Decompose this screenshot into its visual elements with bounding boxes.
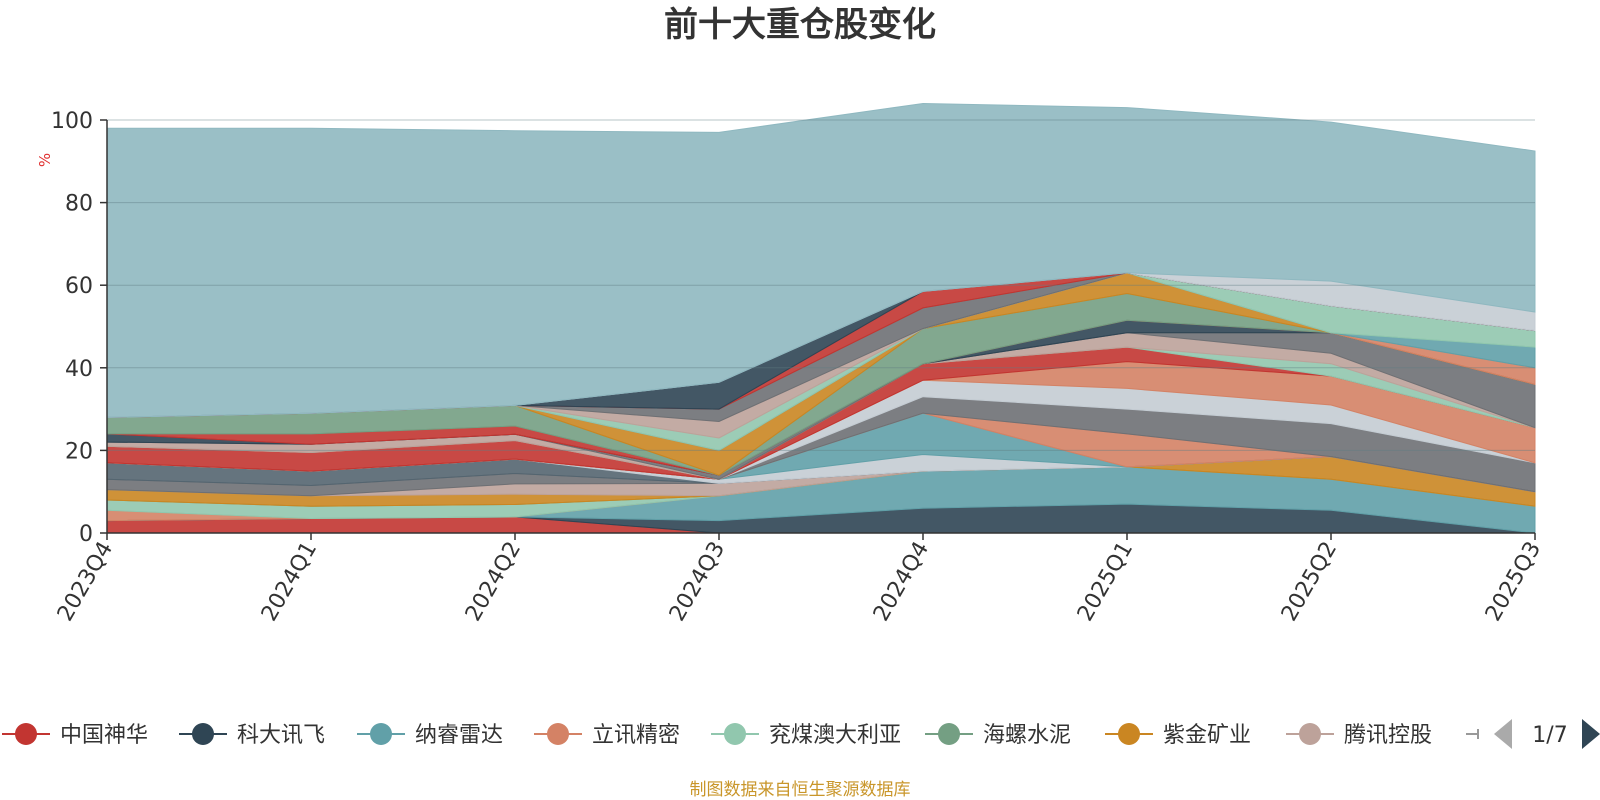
y-tick-label-2: 40 [65,357,93,382]
legend-item-4[interactable]: 兖煤澳大利亚 [711,723,901,748]
legend-item-5[interactable]: 海螺水泥 [925,723,1071,748]
legend-item-0[interactable]: 中国神华 [2,723,148,748]
x-tick-label-7: 2025Q3 [1481,538,1546,626]
x-tick-label-4: 2024Q4 [869,538,934,626]
area-series-group [106,102,1536,534]
legend-label-7: 腾讯控股 [1344,723,1432,748]
legend-label-3: 立讯精密 [592,723,680,748]
legend-item-1[interactable]: 科大讯飞 [179,723,325,748]
legend-label-2: 纳睿雷达 [415,723,503,748]
legend-next-arrow-icon[interactable] [1582,719,1600,749]
y-axis-label: % [36,153,54,167]
y-tick-label-1: 20 [65,439,93,464]
x-tick-label-1: 2024Q1 [257,538,322,626]
legend-label-4: 兖煤澳大利亚 [769,723,901,748]
chart-title: 前十大重仓股变化 [664,5,936,45]
x-tick-label-3: 2024Q3 [665,538,730,626]
y-tick-label-4: 80 [65,192,93,217]
legend-marker-3 [547,723,569,745]
legend-item-7[interactable]: 腾讯控股 [1286,723,1432,748]
legend-page-indicator: 1/7 [1532,723,1567,748]
legend: 中国神华 科大讯飞 纳睿雷达 立讯精密 兖煤澳大利亚 海螺水泥 紫金矿业 腾讯控股 1/7 [2,719,1600,749]
legend-marker-4 [724,723,746,745]
legend-marker-5 [938,723,960,745]
data-source-note: 制图数据来自恒生聚源数据库 [690,780,911,800]
x-tick-label-2: 2024Q2 [461,538,526,626]
area-series-32 [106,102,1536,418]
legend-marker-1 [192,723,214,745]
legend-marker-6 [1118,723,1140,745]
legend-marker-2 [370,723,392,745]
legend-label-6: 紫金矿业 [1163,723,1251,748]
legend-item-6[interactable]: 紫金矿业 [1105,723,1251,748]
y-tick-label-0: 0 [79,522,93,547]
y-tick-label-3: 60 [65,274,93,299]
legend-item-2[interactable]: 纳睿雷达 [357,723,503,748]
x-tick-label-5: 2025Q1 [1073,538,1138,626]
legend-label-5: 海螺水泥 [983,723,1071,748]
x-tick-label-6: 2025Q2 [1277,538,1342,626]
legend-prev-arrow-icon[interactable] [1494,719,1512,749]
y-tick-label-5: 100 [51,109,93,134]
legend-item-3[interactable]: 立讯精密 [534,723,680,748]
legend-marker-0 [15,723,37,745]
legend-marker-7 [1299,723,1321,745]
x-tick-label-0: 2023Q4 [53,538,118,626]
legend-label-1: 科大讯飞 [237,723,325,748]
legend-label-0: 中国神华 [60,723,148,748]
grid-lines [107,119,1535,451]
